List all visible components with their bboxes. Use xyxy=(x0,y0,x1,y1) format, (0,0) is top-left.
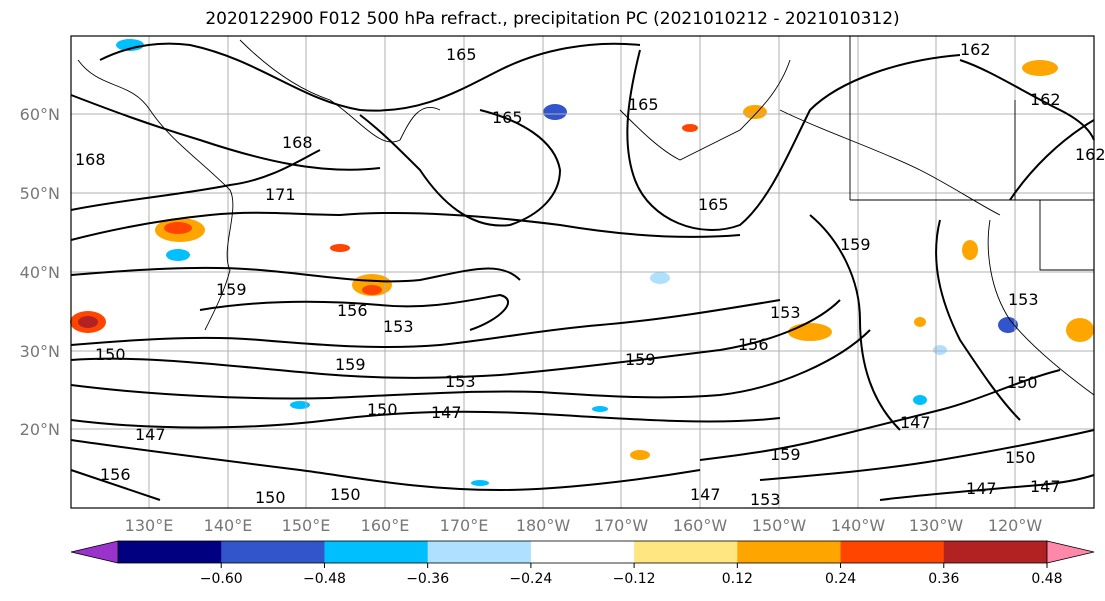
contour-label: 159 xyxy=(625,350,656,369)
contour-label: 165 xyxy=(492,108,523,127)
lon-label: 120°W xyxy=(988,516,1043,535)
contour-label: 156 xyxy=(337,301,368,320)
lat-label: 60°N xyxy=(20,105,60,124)
contour-label: 159 xyxy=(216,280,247,299)
colorbar-tick-label: 0.48 xyxy=(1031,571,1062,587)
colorbar-tick-label: 0.12 xyxy=(722,571,753,587)
lat-label: 30°N xyxy=(20,342,60,361)
contour-label: 147 xyxy=(135,425,166,444)
lon-axis: 130°E 140°E 150°E 160°E 170°E 180°W 170°… xyxy=(125,516,1043,535)
contour-label: 165 xyxy=(698,195,729,214)
map-frame xyxy=(70,35,1095,509)
contour-label: 162 xyxy=(960,40,991,59)
contour-label: 165 xyxy=(628,95,659,114)
lon-label: 150°W xyxy=(752,516,807,535)
colorbar-tick-label: 0.36 xyxy=(928,571,959,587)
lon-label: 170°W xyxy=(594,516,649,535)
colorbar-cell xyxy=(324,541,429,563)
colorbar-cell xyxy=(737,541,842,563)
contour-label: 150 xyxy=(95,345,126,364)
colorbar: −0.60 −0.48 −0.36 −0.24 −0.12 0.12 0.24 0.36 0.4… xyxy=(70,540,1095,587)
contour-label: 159 xyxy=(335,355,366,374)
lon-label: 130°W xyxy=(909,516,964,535)
contour-label: 159 xyxy=(770,445,801,464)
colorbar-cell xyxy=(427,541,532,563)
colorbar-cell xyxy=(634,541,738,563)
lat-axis: 60°N 50°N 40°N 30°N 20°N xyxy=(20,105,60,439)
contour-label: 150 xyxy=(330,485,361,504)
contour-label: 147 xyxy=(690,485,721,504)
contour-label: 147 xyxy=(900,413,931,432)
contour-label: 147 xyxy=(431,403,462,422)
lon-label: 130°E xyxy=(125,516,174,535)
colorbar-tick-label: −0.24 xyxy=(509,571,552,587)
contour-label: 147 xyxy=(966,479,997,498)
colorbar-tick-label: −0.36 xyxy=(406,571,449,587)
contour-label: 168 xyxy=(282,133,313,152)
contour-label: 156 xyxy=(100,465,131,484)
colorbar-cell xyxy=(943,541,1048,563)
lat-label: 50°N xyxy=(20,184,60,203)
colorbar-tick-label: −0.48 xyxy=(303,571,346,587)
lon-label: 140°W xyxy=(831,516,886,535)
contour-label: 153 xyxy=(445,372,476,391)
contour-label: 150 xyxy=(1005,448,1036,467)
lon-label: 160°E xyxy=(361,516,410,535)
contour-label: 156 xyxy=(738,335,769,354)
colorbar-cell xyxy=(221,541,325,563)
contour-label: 171 xyxy=(265,185,296,204)
contour-label: 162 xyxy=(1030,90,1061,109)
colorbar-tick-label: −0.60 xyxy=(200,571,243,587)
contour-label: 162 xyxy=(1075,145,1105,164)
contour-label: 150 xyxy=(367,400,398,419)
refractivity-contours xyxy=(70,42,1095,501)
plot-title: 2020122900 F012 500 hPa refract., precip… xyxy=(205,9,900,29)
lat-label: 40°N xyxy=(20,263,60,282)
colorbar-left-extension xyxy=(70,540,119,564)
lon-label: 140°E xyxy=(204,516,253,535)
contour-label: 147 xyxy=(1030,477,1061,496)
lon-label: 180°W xyxy=(516,516,571,535)
map-gridlines xyxy=(71,36,1094,508)
colorbar-tick-label: −0.12 xyxy=(613,571,656,587)
contour-label: 150 xyxy=(1007,373,1038,392)
lat-label: 20°N xyxy=(20,420,60,439)
contour-label: 150 xyxy=(255,488,286,507)
colorbar-cell xyxy=(840,541,945,563)
contour-label: 153 xyxy=(1008,290,1039,309)
contour-label: 153 xyxy=(770,303,801,322)
contour-labels: 165 165 165 165 162 162 162 168 168 171 … xyxy=(75,40,1105,509)
contour-label: 159 xyxy=(840,235,871,254)
contour-label: 168 xyxy=(75,150,106,169)
contour-label: 165 xyxy=(446,45,477,64)
contour-label: 153 xyxy=(383,317,414,336)
lon-label: 160°W xyxy=(673,516,728,535)
contour-label: 153 xyxy=(750,490,781,509)
colorbar-cell xyxy=(530,541,635,563)
lon-label: 150°E xyxy=(282,516,331,535)
colorbar-right-extension xyxy=(1046,540,1095,564)
colorbar-cell xyxy=(118,541,222,563)
lon-label: 170°E xyxy=(440,516,489,535)
colorbar-tick-label: 0.24 xyxy=(825,571,856,587)
